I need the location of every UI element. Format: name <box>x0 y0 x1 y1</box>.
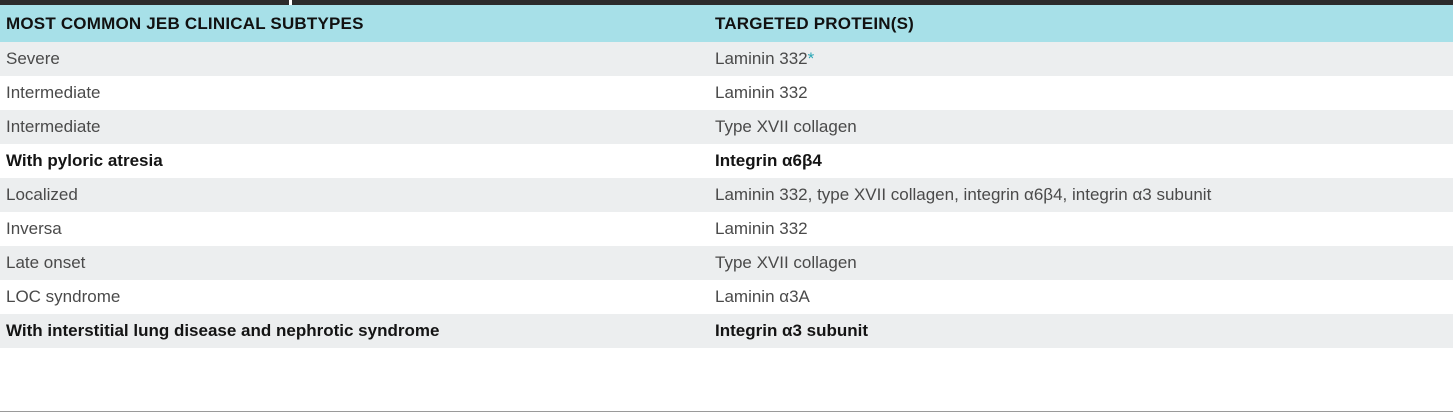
table-row: Inversa Laminin 332 <box>0 212 1453 246</box>
table-row: Localized Laminin 332, type XVII collage… <box>0 178 1453 212</box>
protein-cell: Laminin α3A <box>715 287 810 306</box>
subtype-cell: Severe <box>6 49 60 68</box>
header-targeted-proteins: TARGETED PROTEIN(S) <box>715 13 914 33</box>
table-row: Intermediate Type XVII collagen <box>0 110 1453 144</box>
top-rule <box>0 0 1453 5</box>
table-header-row: MOST COMMON JEB CLINICAL SUBTYPES TARGET… <box>0 5 1453 42</box>
subtype-cell: Intermediate <box>6 117 101 136</box>
table-row: With interstitial lung disease and nephr… <box>0 314 1453 348</box>
protein-cell: Integrin α6β4 <box>715 151 822 170</box>
protein-cell: Type XVII collagen <box>715 117 857 136</box>
table-row: Late onset Type XVII collagen <box>0 246 1453 280</box>
protein-text: Laminin 332 <box>715 49 808 68</box>
protein-cell: Laminin 332 <box>715 83 808 102</box>
footnote-marker: * <box>807 49 815 68</box>
table-row: Intermediate Laminin 332 <box>0 76 1453 110</box>
protein-cell: Type XVII collagen <box>715 253 857 272</box>
subtype-cell: Localized <box>6 185 78 204</box>
protein-cell: Laminin 332* <box>705 42 1453 76</box>
subtype-cell: With pyloric atresia <box>6 151 163 170</box>
subtype-cell: Late onset <box>6 253 86 272</box>
subtype-cell: Inversa <box>6 219 62 238</box>
table-row: Severe Laminin 332* <box>0 42 1453 76</box>
protein-cell: Laminin 332 <box>715 219 808 238</box>
header-clinical-subtypes: MOST COMMON JEB CLINICAL SUBTYPES <box>6 13 364 33</box>
protein-cell: Integrin α3 subunit <box>715 321 869 340</box>
bottom-rule <box>0 411 1453 412</box>
subtype-cell: With interstitial lung disease and nephr… <box>6 321 440 340</box>
protein-cell: Laminin 332, type XVII collagen, integri… <box>715 185 1212 204</box>
table-row: LOC syndrome Laminin α3A <box>0 280 1453 314</box>
jeb-subtypes-table: MOST COMMON JEB CLINICAL SUBTYPES TARGET… <box>0 5 1453 348</box>
subtype-cell: Intermediate <box>6 83 101 102</box>
subtype-cell: LOC syndrome <box>6 287 121 306</box>
table-row: With pyloric atresia Integrin α6β4 <box>0 144 1453 178</box>
top-rule-notch <box>289 0 292 5</box>
